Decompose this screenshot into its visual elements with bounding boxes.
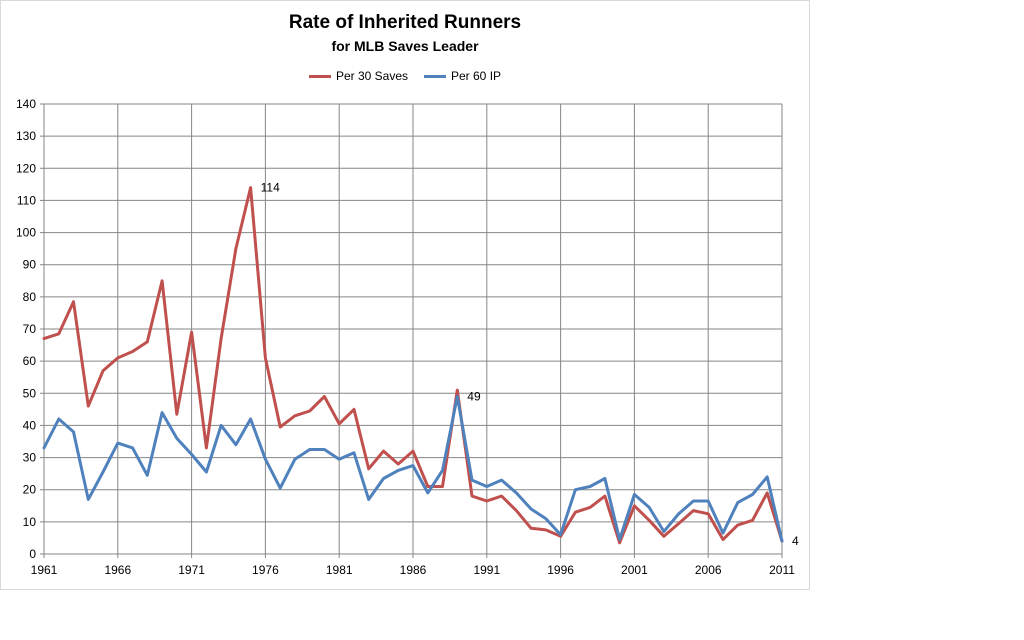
y-tick-label: 80 [23, 290, 37, 304]
legend-item-per-30-saves: Per 30 Saves [308, 69, 408, 83]
plot-area: 0 10 20 30 40 50 60 70 80 90 100 110 120 130 140 1961 19… [16, 97, 799, 577]
x-tick-label: 2001 [621, 563, 648, 577]
y-tick-label: 90 [23, 258, 37, 272]
x-tick-label: 1966 [104, 563, 131, 577]
y-tick-label: 130 [16, 129, 36, 143]
x-tick-label: 1961 [31, 563, 58, 577]
legend-swatch-red [308, 74, 331, 78]
x-tick-label: 1976 [252, 563, 279, 577]
legend-item-per-60-ip: Per 60 IP [424, 69, 501, 83]
y-tick-label: 30 [23, 451, 37, 465]
series-line-per-60-ip [42, 395, 784, 543]
y-tick-label: 70 [23, 322, 37, 336]
y-tick-label: 60 [23, 354, 37, 368]
x-tick-label: 1996 [547, 563, 574, 577]
data-label: 114 [261, 181, 280, 195]
y-tick-label: 110 [17, 193, 36, 207]
x-tick-label: 1971 [178, 563, 205, 577]
x-tick-label: 1986 [400, 563, 427, 577]
y-tick-label: 40 [23, 418, 37, 432]
legend-label-per-30-saves: Per 30 Saves [335, 69, 408, 83]
chart-area [0, 0, 810, 590]
y-tick-label: 100 [16, 226, 36, 240]
data-label: 49 [467, 390, 481, 404]
y-tick-label: 140 [16, 97, 36, 111]
x-tick-label: 2011 [769, 563, 795, 577]
data-label: 4 [792, 534, 799, 548]
y-tick-label: 50 [23, 386, 37, 400]
chart-title: Rate of Inherited Runners [288, 12, 522, 33]
series-line-per-30-saves [42, 186, 784, 545]
x-tick-label: 2006 [695, 563, 722, 577]
legend: Per 30 Saves Per 60 IP [0, 69, 810, 83]
legend-label-per-60-ip: Per 60 IP [451, 69, 502, 83]
x-tick-label: 1991 [473, 563, 500, 577]
y-tick-label: 20 [23, 483, 37, 497]
chart-subtitle: for MLB Saves Leader [331, 38, 479, 54]
y-tick-label: 0 [29, 547, 36, 561]
x-tick-label: 1981 [326, 563, 353, 577]
y-tick-label: 120 [16, 161, 36, 175]
legend-swatch-blue [424, 74, 446, 78]
y-tick-label: 10 [23, 515, 37, 529]
